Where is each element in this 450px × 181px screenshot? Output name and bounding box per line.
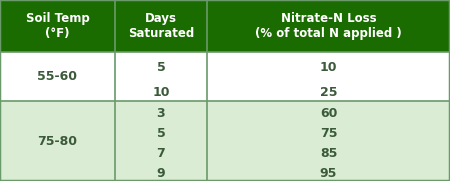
Bar bbox=[0, 101, 450, 181]
Text: 10: 10 bbox=[320, 61, 337, 74]
Text: Days
Saturated: Days Saturated bbox=[128, 12, 194, 40]
Text: 3: 3 bbox=[157, 107, 165, 120]
Text: 9: 9 bbox=[157, 167, 165, 180]
Text: 75: 75 bbox=[320, 127, 337, 140]
Text: Soil Temp
(°F): Soil Temp (°F) bbox=[26, 12, 89, 40]
Bar bbox=[0, 0, 450, 52]
Text: 85: 85 bbox=[320, 147, 337, 160]
Text: 5: 5 bbox=[157, 61, 165, 74]
Text: 10: 10 bbox=[152, 86, 170, 99]
Text: 25: 25 bbox=[320, 86, 337, 99]
Text: 7: 7 bbox=[157, 147, 165, 160]
Text: 95: 95 bbox=[320, 167, 337, 180]
Text: 75-80: 75-80 bbox=[37, 135, 77, 148]
Text: 5: 5 bbox=[157, 127, 165, 140]
Bar bbox=[0, 52, 450, 101]
Text: Nitrate-N Loss
(% of total N applied ): Nitrate-N Loss (% of total N applied ) bbox=[255, 12, 402, 40]
Text: 60: 60 bbox=[320, 107, 337, 120]
Text: 55-60: 55-60 bbox=[37, 70, 77, 83]
